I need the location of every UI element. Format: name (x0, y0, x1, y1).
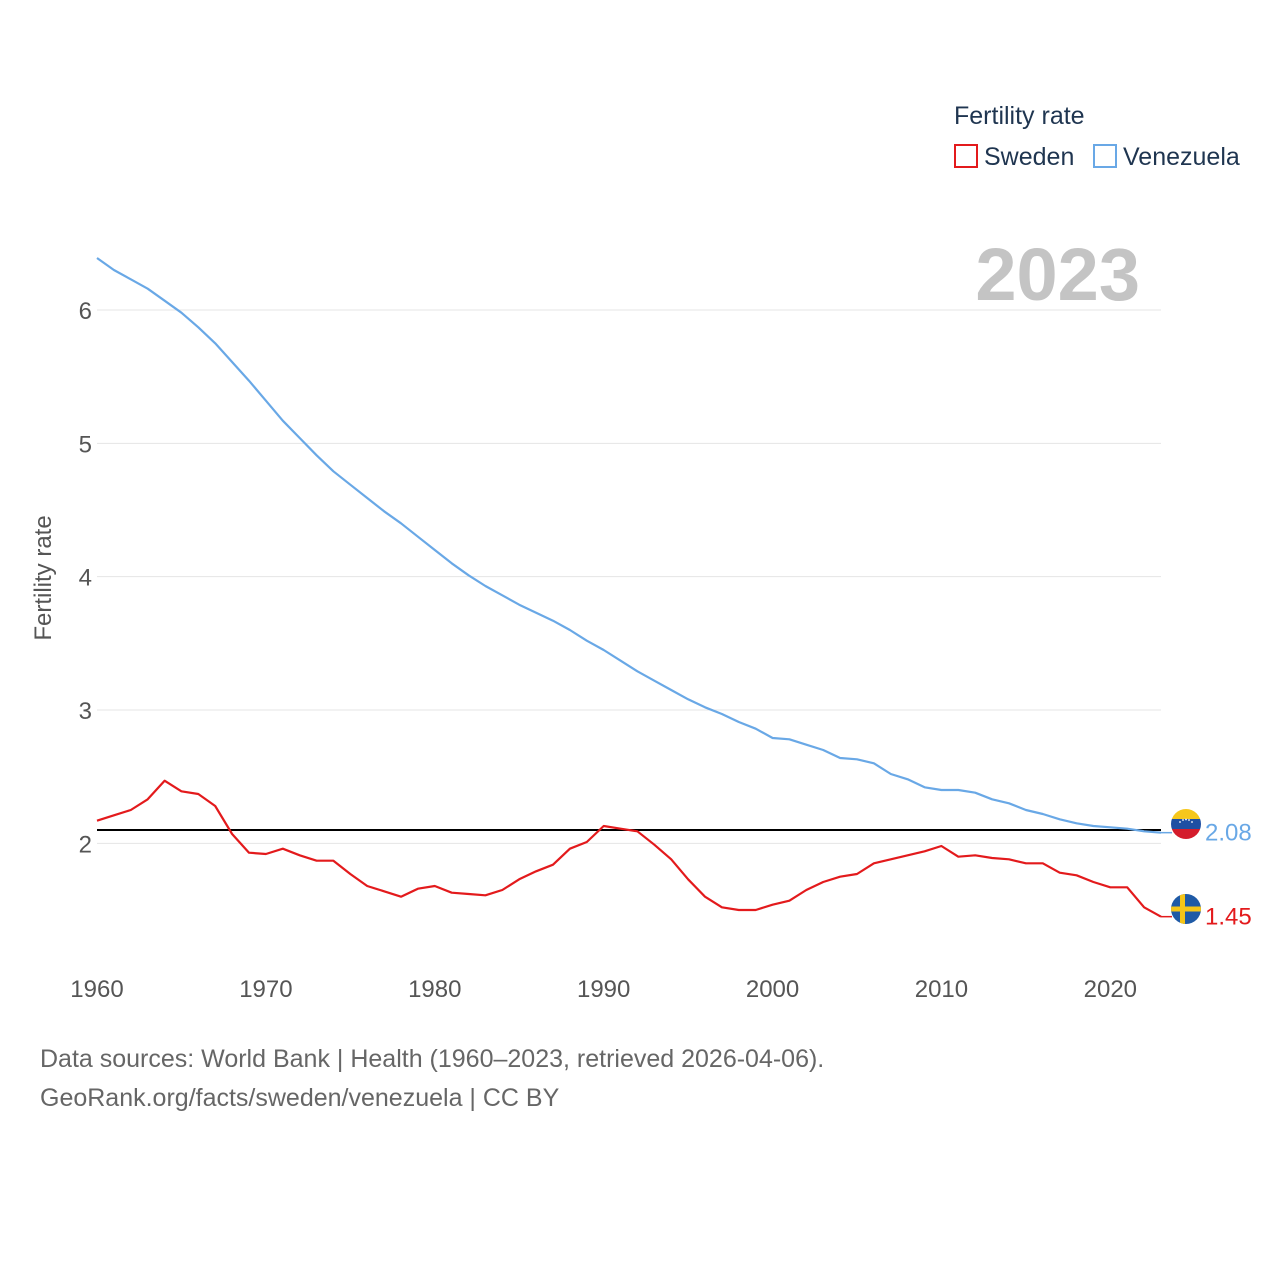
series-line-venezuela[interactable] (96, 257, 1162, 834)
legend-swatch-sweden[interactable] (954, 144, 978, 168)
legend-swatch-venezuela[interactable] (1093, 144, 1117, 168)
year-label: 2023 (975, 233, 1140, 316)
sweden-end-value: 1.45 (1205, 904, 1252, 931)
y-tick-label-3: 3 (79, 698, 92, 725)
gridlines (97, 309, 1161, 844)
series-line-sweden[interactable] (96, 779, 1162, 918)
y-axis-tick-labels: 2 3 4 5 6 (79, 298, 92, 858)
x-tick-label-2020: 2020 (1084, 976, 1137, 1003)
y-tick-label-4: 4 (79, 565, 92, 592)
y-tick-label-6: 6 (79, 298, 92, 325)
series-end-markers (1161, 831, 1172, 918)
venezuela-end-value: 2.08 (1205, 820, 1252, 847)
legend-label-venezuela[interactable]: Venezuela (1123, 143, 1240, 171)
x-tick-label-1980: 1980 (408, 976, 461, 1003)
sweden-flag-icon (1171, 894, 1201, 924)
x-tick-label-1960: 1960 (70, 976, 123, 1003)
venezuela-flag-icon (1171, 809, 1201, 839)
x-axis-tick-labels: 1960 1970 1980 1990 2000 2010 2020 (70, 976, 1137, 1003)
data-sources-note: Data sources: World Bank | Health (1960–… (40, 1045, 825, 1073)
x-tick-label-1970: 1970 (239, 976, 292, 1003)
legend: Fertility rate Sweden Venezuela (954, 102, 1240, 171)
y-tick-label-5: 5 (79, 431, 92, 458)
x-tick-label-2010: 2010 (915, 976, 968, 1003)
legend-label-sweden[interactable]: Sweden (984, 143, 1074, 171)
legend-title: Fertility rate (954, 102, 1085, 130)
attribution-link[interactable]: GeoRank.org/facts/sweden/venezuela | CC … (40, 1084, 560, 1112)
series-lines (96, 257, 1162, 918)
x-tick-label-2000: 2000 (746, 976, 799, 1003)
y-tick-label-2: 2 (79, 831, 92, 858)
y-axis-title: Fertility rate (30, 515, 57, 640)
x-tick-label-1990: 1990 (577, 976, 630, 1003)
